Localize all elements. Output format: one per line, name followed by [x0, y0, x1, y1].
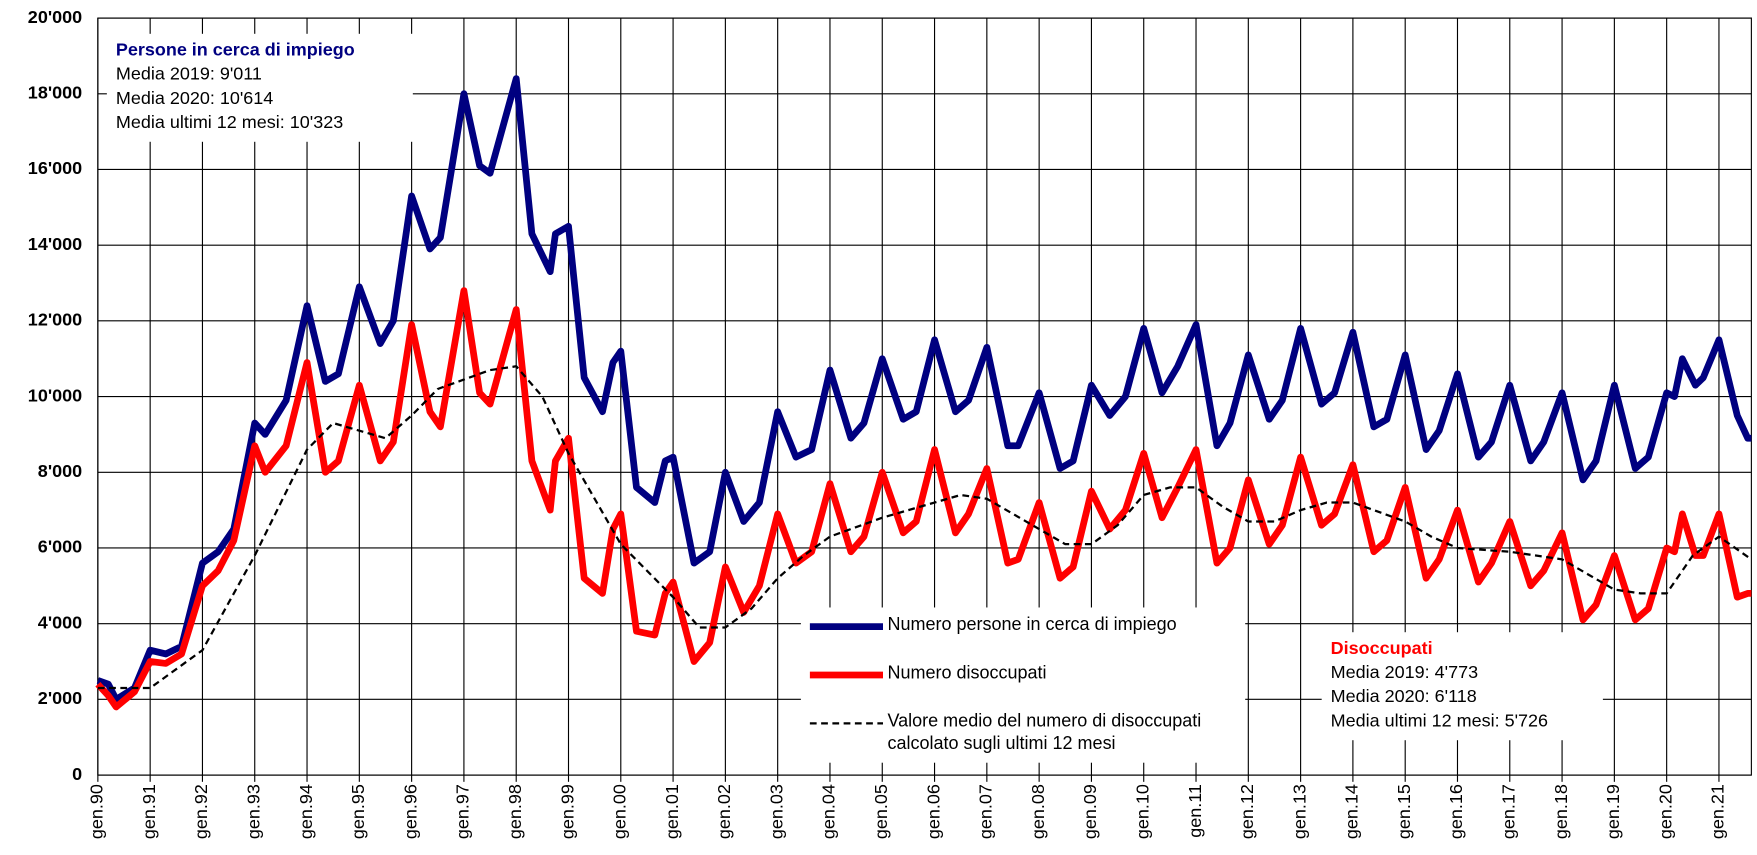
- y-tick-label: 4'000: [38, 612, 82, 632]
- x-tick-label: gen.05: [871, 784, 891, 839]
- x-tick-label: gen.15: [1394, 784, 1414, 839]
- x-tick-label: gen.94: [296, 784, 316, 839]
- x-tick-label: gen.17: [1499, 784, 1519, 839]
- annotation-text: Media 2019: 4'773: [1331, 662, 1478, 682]
- y-tick-label: 20'000: [28, 7, 82, 27]
- x-tick-label: gen.00: [610, 784, 630, 839]
- y-tick-label: 14'000: [28, 234, 82, 254]
- x-tick-label: gen.96: [400, 784, 420, 839]
- annotation-title: Persone in cerca di impiego: [116, 39, 355, 59]
- plot-frame: [97, 17, 1752, 776]
- x-tick-label: gen.20: [1655, 784, 1675, 839]
- x-tick-label: gen.97: [453, 784, 473, 839]
- legend-label: Valore medio del numero di disoccupati c…: [887, 712, 1202, 754]
- y-tick-label: 6'000: [38, 537, 82, 557]
- series-line: [96, 75, 1752, 703]
- legend-item: Valore medio del numero di disoccupati c…: [887, 712, 1202, 754]
- series-line: [95, 287, 1752, 711]
- annotation-box: [1321, 632, 1603, 741]
- annotation-text: Media 2020: 10'614: [116, 88, 273, 108]
- legend-label: Numero persone in cerca di impiego: [887, 615, 1177, 635]
- x-tick-label: gen.18: [1551, 784, 1571, 839]
- x-tick-label: gen.99: [557, 784, 577, 839]
- annotation-title: Disoccupati: [1331, 638, 1433, 658]
- y-tick-label: 16'000: [28, 158, 82, 178]
- series-line: [97, 365, 1753, 690]
- x-tick-label: gen.93: [243, 784, 263, 839]
- x-tick-label: gen.10: [1132, 784, 1152, 839]
- x-tick-label: gen.07: [976, 784, 996, 839]
- legend-label: Numero disoccupati: [887, 663, 1047, 683]
- legend-box: [800, 607, 1246, 763]
- annotation-text: Media 2019: 9'011: [116, 64, 262, 84]
- x-tick-label: gen.01: [662, 784, 682, 839]
- x-tick-label: gen.90: [87, 784, 107, 839]
- x-tick-label: gen.14: [1342, 784, 1362, 839]
- x-tick-label: gen.02: [714, 784, 734, 839]
- annotation-text: Media ultimi 12 mesi: 10'323: [116, 112, 343, 132]
- annotation-text: Media ultimi 12 mesi: 5'726: [1331, 710, 1548, 730]
- x-tick-label: gen.16: [1446, 784, 1466, 839]
- x-tick-label: gen.19: [1603, 784, 1623, 839]
- legend-item: Numero persone in cerca di impiego: [887, 615, 1177, 635]
- y-tick-label: 12'000: [28, 310, 82, 330]
- y-tick-label: 0: [72, 764, 82, 784]
- y-tick-label: 8'000: [38, 461, 82, 481]
- x-tick-label: gen.06: [923, 784, 943, 839]
- legend-item: Numero disoccupati: [887, 663, 1047, 683]
- x-tick-label: gen.03: [766, 784, 786, 839]
- x-tick-label: gen.91: [139, 784, 159, 839]
- x-tick-label: gen.92: [191, 784, 211, 839]
- x-tick-label: gen.98: [505, 784, 525, 839]
- y-tick-label: 18'000: [28, 83, 82, 103]
- x-tick-label: gen.11: [1185, 784, 1205, 838]
- x-tick-label: gen.21: [1708, 784, 1728, 839]
- y-tick-label: 10'000: [28, 385, 82, 405]
- x-tick-label: gen.04: [819, 784, 839, 839]
- annotation-text: Media 2020: 6'118: [1331, 686, 1477, 706]
- x-tick-label: gen.13: [1289, 784, 1309, 839]
- y-tick-label: 2'000: [38, 688, 82, 708]
- x-tick-label: gen.09: [1080, 784, 1100, 839]
- x-tick-label: gen.08: [1028, 784, 1048, 839]
- x-tick-label: gen.95: [348, 784, 368, 839]
- annotation-box: [106, 33, 413, 142]
- x-tick-label: gen.12: [1237, 784, 1257, 839]
